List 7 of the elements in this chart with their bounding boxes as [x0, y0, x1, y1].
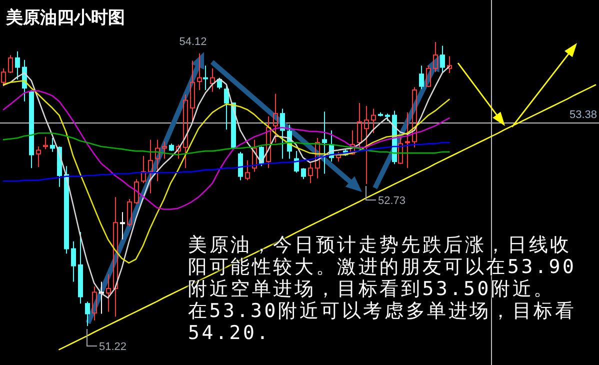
annotation: 52.73: [378, 195, 406, 207]
price-mark: 52.73: [366, 186, 406, 207]
annotation: 在53.30附近可以考虑多单进场，目标看54.20.: [188, 300, 578, 344]
price-mark: 51.22: [86, 328, 127, 353]
chart-title: 美原油四小时图: [6, 7, 125, 29]
price-mark: 53.38: [569, 109, 597, 121]
price-mark: 54.12: [179, 36, 207, 48]
